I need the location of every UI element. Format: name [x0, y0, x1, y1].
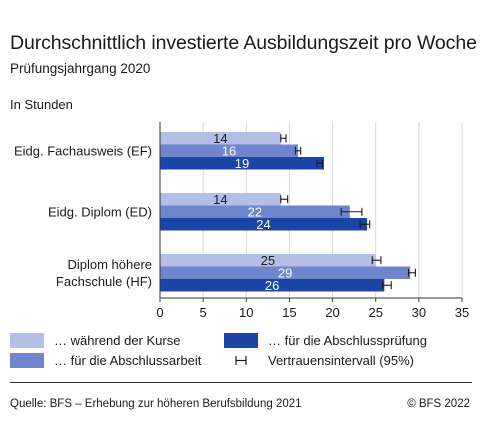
data-label: 29: [278, 265, 292, 280]
data-label: 14: [213, 131, 227, 146]
bar: [160, 157, 324, 170]
source-note: Quelle: BFS – Erhebung zur höheren Beruf…: [10, 398, 302, 410]
x-tick-label: 10: [239, 305, 253, 320]
category-label: Eidg. Fachausweis (EF): [14, 143, 152, 158]
legend-item-abschlusspruefung: … für die Abschlussprüfung: [224, 333, 427, 348]
legend-label-abschlussarbeit: … für die Abschlussarbeit: [54, 353, 202, 368]
legend-label-kurse: … während der Kurse: [54, 333, 181, 348]
x-tick-label: 30: [412, 305, 426, 320]
bar: [160, 144, 299, 157]
chart-title: Durchschnittlich investierte Ausbildungs…: [10, 32, 477, 54]
category-label: Eidg. Diplom (ED): [48, 204, 152, 219]
bar: [160, 279, 385, 292]
data-label: 16: [222, 143, 236, 158]
chart-subtitle: Prüfungsjahrgang 2020: [10, 61, 151, 76]
bar: [160, 193, 281, 206]
legend-item-abschlussarbeit: … für die Abschlussarbeit: [10, 353, 201, 368]
legend-swatch-kurse: [10, 333, 44, 348]
data-label: 24: [256, 217, 270, 232]
bar: [160, 132, 281, 145]
footer-divider: [10, 382, 472, 383]
category-label: Diplom höhere Fachschule (HF): [56, 257, 152, 289]
legend-item-kurse: … während der Kurse: [10, 333, 180, 348]
x-tick-label: 0: [156, 305, 163, 320]
legend-label-ci: Vertrauensintervall (95%): [268, 353, 414, 368]
legend-swatch-abschlussarbeit: [10, 353, 44, 368]
data-label: 26: [265, 278, 279, 293]
confidence-interval-icon: [224, 353, 258, 368]
data-label: 19: [235, 156, 249, 171]
data-label: 14: [213, 192, 227, 207]
legend-swatch-abschlusspruefung: [224, 333, 258, 348]
bar: [160, 254, 376, 267]
category-label-line: Eidg. Diplom (ED): [48, 204, 152, 219]
category-label-line: Fachschule (HF): [56, 274, 152, 289]
bar: [160, 266, 411, 279]
copyright-note: © BFS 2022: [407, 398, 470, 410]
x-tick-label: 15: [282, 305, 296, 320]
bar: [160, 205, 350, 218]
legend-label-abschlusspruefung: … für die Abschlussprüfung: [268, 333, 427, 348]
data-label: 25: [261, 253, 275, 268]
x-tick-label: 25: [368, 305, 382, 320]
category-label-line: Diplom höhere: [67, 257, 152, 272]
x-tick-label: 5: [200, 305, 207, 320]
category-label-line: Eidg. Fachausweis (EF): [14, 143, 152, 158]
unit-label: In Stunden: [10, 97, 73, 112]
bar: [160, 218, 368, 231]
data-label: 22: [248, 204, 262, 219]
legend-item-ci: Vertrauensintervall (95%): [224, 353, 414, 368]
x-tick-label: 20: [325, 305, 339, 320]
x-tick-label: 35: [455, 305, 469, 320]
